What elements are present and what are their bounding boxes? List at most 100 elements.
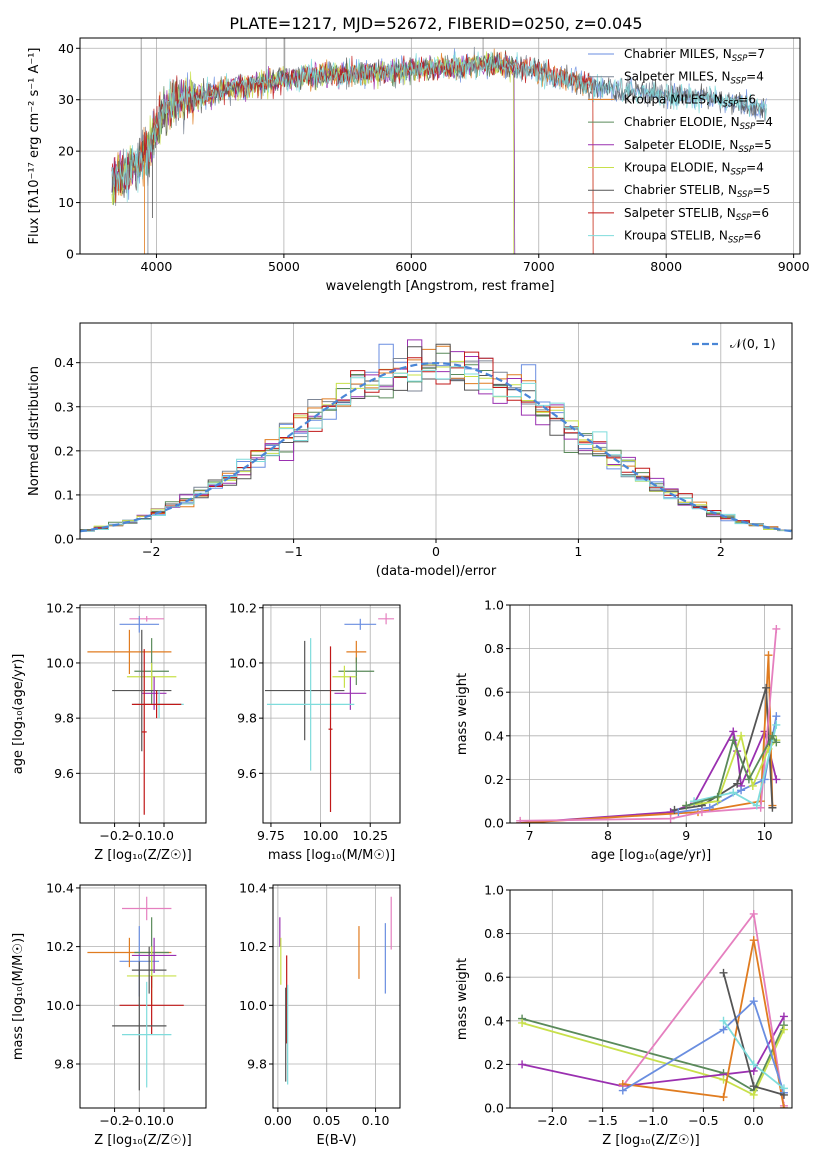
plot-area xyxy=(518,909,788,1108)
weight-marker xyxy=(772,720,781,729)
plot-area xyxy=(87,616,184,815)
weight-marker xyxy=(749,1082,758,1091)
y-tick-label: 0.2 xyxy=(54,443,74,458)
errorbar-point xyxy=(378,613,395,625)
y-tick-label: 10.2 xyxy=(239,939,267,954)
x-tick-label: 10 xyxy=(757,828,773,843)
plot-area xyxy=(111,38,767,254)
errorbar-point xyxy=(266,638,355,771)
y-tick-label: 10.2 xyxy=(46,939,74,954)
x-tick-label: −0.1 xyxy=(124,828,154,843)
y-tick-label: 1.0 xyxy=(484,598,504,613)
errorbar-point xyxy=(332,665,357,688)
y-tick-label: 9.8 xyxy=(247,1056,267,1071)
weight-line xyxy=(622,999,785,1093)
weight-marker xyxy=(713,792,722,801)
y-tick-label: 10.0 xyxy=(239,998,267,1013)
grid xyxy=(80,605,206,823)
legend-label: Chabrier ELODIE, NSSP=4 xyxy=(624,115,773,132)
errorbar-point xyxy=(264,640,345,741)
panel-spectrum: Chabrier MILES, NSSP=7 Salpeter MILES, NS… xyxy=(27,37,810,294)
weight-marker xyxy=(697,808,706,817)
weight-marker xyxy=(518,1018,527,1027)
weight-line xyxy=(622,939,785,1108)
x-tick-label: −0.2 xyxy=(99,828,129,843)
grid xyxy=(510,604,792,824)
weight-marker xyxy=(744,775,753,784)
legend-label: Salpeter ELODIE, NSSP=5 xyxy=(624,138,772,155)
y-tick-label: 40 xyxy=(58,41,74,56)
weight-marker xyxy=(749,909,758,918)
errorbar-point xyxy=(344,618,377,630)
y-axis: 9.8 10.0 10.2 10.4 xyxy=(46,880,80,1071)
y-tick-label: 9.8 xyxy=(54,1056,74,1071)
plot-area xyxy=(80,339,792,533)
y-tick-label: 0.4 xyxy=(54,355,74,370)
y-tick-label: 9.6 xyxy=(237,766,257,781)
x-tick-label: −1 xyxy=(284,544,302,559)
legend-label: 𝒩(0, 1) xyxy=(730,336,776,351)
errorbar-point xyxy=(131,946,167,994)
plot-area xyxy=(279,896,392,1085)
axes-frame xyxy=(79,604,207,824)
y-tick-label: 0.4 xyxy=(484,1013,504,1028)
y-tick-label: 0.6 xyxy=(484,685,504,700)
axes-frame xyxy=(79,37,801,255)
y-tick-label: 0.0 xyxy=(54,532,74,547)
panel-residuals: 𝒩(0, 1) −2 −1 0 1 2 0.0 0.1 0.2 0.3 0.4 (data-model… xyxy=(27,322,793,579)
weight-marker xyxy=(729,727,738,736)
x-axis-label: wavelength [Angstrom, rest frame] xyxy=(326,279,555,294)
y-tick-label: 10.0 xyxy=(46,998,74,1013)
x-tick-label: 8 xyxy=(604,828,612,843)
grid xyxy=(80,885,206,1108)
grid xyxy=(510,889,792,1109)
errorbar-point xyxy=(112,961,167,1091)
y-axis-label: Normed distribution xyxy=(27,366,42,496)
y-tick-label: 10.2 xyxy=(46,600,74,615)
axes-frame xyxy=(509,604,793,824)
axes-frame xyxy=(272,884,401,1109)
legend-label: Salpeter STELIB, NSSP=6 xyxy=(624,206,769,223)
x-tick-label: 0.00 xyxy=(264,1113,292,1128)
weight-marker xyxy=(762,683,771,692)
weight-marker xyxy=(772,738,781,747)
x-tick-label: 10.25 xyxy=(352,828,388,843)
x-tick-label: 4000 xyxy=(141,259,173,274)
x-axis-label: Z [log₁₀(Z/Z☉)] xyxy=(94,848,191,863)
x-axis-label: E(B-V) xyxy=(316,1133,356,1148)
y-tick-label: 0.6 xyxy=(484,970,504,985)
weight-marker xyxy=(752,801,761,810)
plot-area xyxy=(516,624,781,823)
y-tick-label: 9.8 xyxy=(54,711,74,726)
weight-marker xyxy=(618,1086,627,1095)
plot-area xyxy=(264,613,395,812)
weight-marker xyxy=(768,803,777,812)
panel-age-vs-mass: 9.75 10.00 10.25 9.6 9.8 10.0 10.2 mass [log₁₀(… xyxy=(229,600,401,863)
weight-line xyxy=(521,1015,785,1088)
panel-mass-vs-Z: −0.2−0.1 0.0 9.8 10.0 10.2 10.4 Z [log₁₀(Z/Z☉)… xyxy=(11,880,207,1148)
x-tick-label: −0.5 xyxy=(688,1113,718,1128)
panel-weight-vs-age: 7 8 9 10 0.0 0.2 0.4 0.6 0.8 1.0 age [log₁₀(age/yr… xyxy=(455,598,793,863)
x-tick-label: 7 xyxy=(526,828,534,843)
y-axis: 9.8 10.0 10.2 10.4 xyxy=(239,880,273,1071)
x-axis: 9.75 10.00 10.25 xyxy=(257,823,388,843)
x-axis: −2 −1 0 1 2 xyxy=(142,539,725,559)
panel-weight-vs-Z: −2.0 −1.5 −1.0 −0.5 0.0 0.0 0.2 0.4 0.6 0.8 1.0 Z [… xyxy=(455,883,793,1148)
weight-marker xyxy=(705,803,714,812)
x-axis: 0.00 0.05 0.10 xyxy=(264,1108,390,1128)
x-tick-label: 7000 xyxy=(523,259,555,274)
x-axis: 7 8 9 10 xyxy=(526,823,773,843)
legend-label: Kroupa STELIB, NSSP=6 xyxy=(624,229,761,246)
x-tick-label: 10.00 xyxy=(303,828,339,843)
weight-marker xyxy=(772,775,781,784)
y-tick-label: 0.8 xyxy=(484,641,504,656)
x-tick-label: 2 xyxy=(717,544,725,559)
x-axis: −2.0 −1.5 −1.0 −0.5 0.0 xyxy=(537,1108,764,1128)
x-tick-label: 0 xyxy=(432,544,440,559)
weight-marker xyxy=(719,1016,728,1025)
y-tick-label: 0 xyxy=(66,247,74,262)
legend-label: Chabrier STELIB, NSSP=5 xyxy=(624,183,770,200)
y-tick-label: 1.0 xyxy=(484,883,504,898)
legend-label: Kroupa MILES, NSSP=6 xyxy=(624,92,756,109)
